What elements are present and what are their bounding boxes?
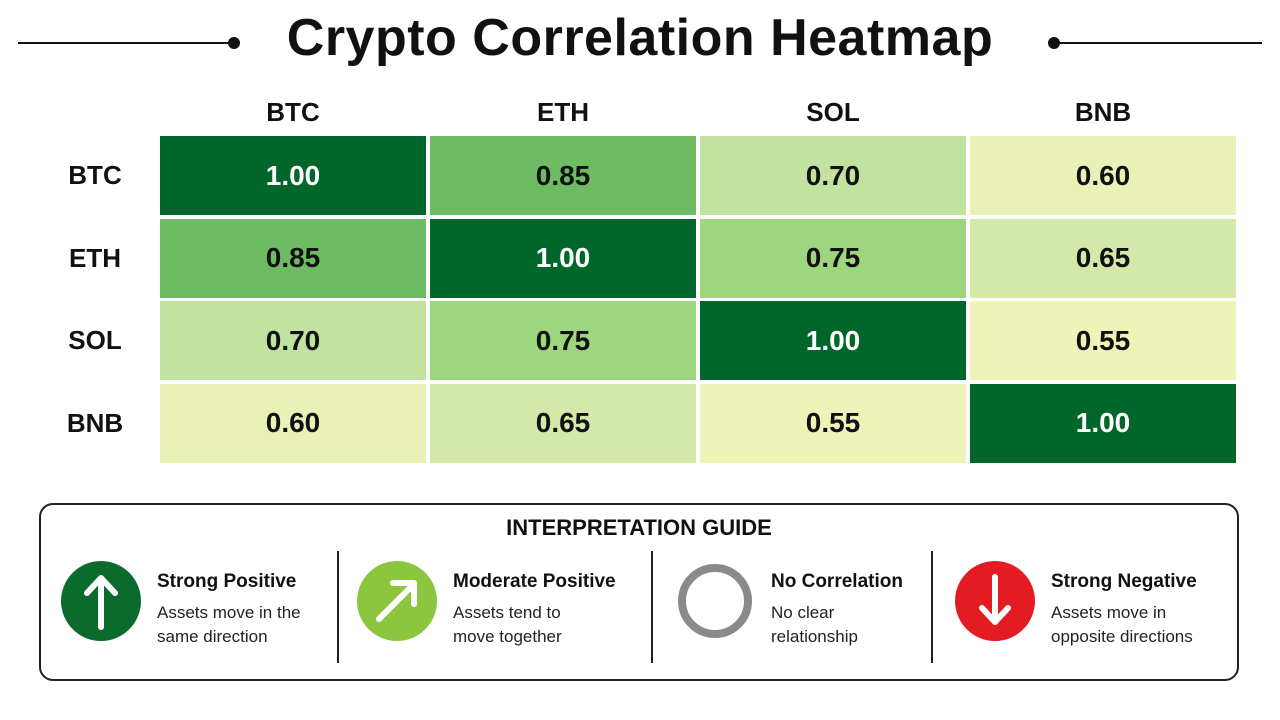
cell-value: 0.70	[805, 159, 861, 191]
arrow-up-right-icon	[357, 561, 437, 641]
guide-description: Assets tend to move together	[453, 601, 623, 649]
cell-value: 1.00	[265, 159, 321, 191]
guide-item-no-correlation: No Correlation No clear relationship	[675, 561, 925, 651]
guide-description-line: same direction	[157, 627, 268, 646]
guide-description-line: opposite directions	[1051, 627, 1193, 646]
ring-icon	[678, 564, 752, 638]
heatmap-cell: 1.00	[970, 383, 1236, 463]
heatmap-cell: 0.65	[430, 383, 696, 463]
column-header: BNB	[1074, 97, 1132, 127]
interpretation-guide: INTERPRETATION GUIDE Strong Positive Ass…	[39, 503, 1239, 681]
guide-item-strong-positive: Strong Positive Assets move in the same …	[61, 561, 331, 651]
title-rule-left	[18, 42, 230, 44]
guide-item-strong-negative: Strong Negative Assets move in opposite …	[955, 561, 1235, 651]
heatmap-cell: 0.55	[970, 301, 1236, 380]
guide-label: Moderate Positive	[453, 571, 616, 592]
heatmap-cell: 0.70	[160, 301, 426, 380]
guide-title: INTERPRETATION GUIDE	[506, 515, 772, 540]
guide-divider	[931, 551, 933, 663]
cell-value: 1.00	[805, 324, 861, 356]
heatmap-cell: 0.85	[160, 218, 426, 298]
guide-description: Assets move in the same direction	[157, 601, 327, 649]
title-dot-right	[1048, 37, 1060, 49]
heatmap-cell: 0.70	[700, 136, 966, 215]
heatmap-cell: 0.75	[430, 301, 696, 380]
guide-description-line: Assets move in	[1051, 603, 1167, 622]
cell-value: 0.60	[1075, 159, 1131, 191]
guide-label: No Correlation	[771, 571, 903, 592]
cell-value: 0.70	[265, 324, 321, 356]
cell-value: 0.75	[535, 324, 591, 356]
heatmap-cell: 0.65	[970, 218, 1236, 298]
title-rule-right	[1056, 42, 1262, 44]
cell-value: 0.65	[1075, 242, 1131, 273]
guide-divider	[337, 551, 339, 663]
arrow-down-icon	[955, 561, 1035, 641]
cell-value: 0.60	[265, 407, 321, 438]
row-header: BTC	[68, 160, 122, 190]
guide-description-line: No clear	[771, 603, 835, 622]
guide-label: Strong Negative	[1051, 571, 1197, 592]
heatmap-cell: 1.00	[430, 218, 696, 298]
guide-description-line: Assets tend to	[453, 603, 561, 622]
guide-description-line: Assets move in the	[157, 603, 301, 622]
heatmap-cell: 0.85	[430, 136, 696, 215]
column-header: ETH	[537, 97, 589, 127]
cell-value: 0.65	[535, 407, 591, 438]
title-dot-left	[228, 37, 240, 49]
column-header: BTC	[266, 97, 320, 127]
row-header: ETH	[69, 242, 121, 273]
cell-value: 0.55	[1075, 324, 1131, 356]
cell-value: 0.55	[805, 407, 861, 438]
cell-value: 0.85	[535, 159, 591, 191]
title-row: Crypto Correlation Heatmap	[0, 0, 1280, 84]
heatmap-cell: 0.60	[160, 383, 426, 463]
guide-item-moderate-positive: Moderate Positive Assets tend to move to…	[357, 561, 647, 651]
cell-value: 1.00	[535, 242, 591, 273]
guide-description: No clear relationship	[771, 601, 941, 649]
cell-value: 1.00	[1075, 407, 1131, 438]
row-header: BNB	[66, 407, 124, 438]
page-title: Crypto Correlation Heatmap	[286, 9, 994, 67]
cell-value: 0.75	[805, 242, 861, 273]
guide-description: Assets move in opposite directions	[1051, 601, 1221, 649]
heatmap-cell: 1.00	[160, 136, 426, 215]
column-header: SOL	[806, 97, 860, 127]
guide-label: Strong Positive	[157, 571, 297, 592]
guide-description-line: move together	[453, 627, 562, 646]
row-header: SOL	[68, 325, 122, 355]
guide-divider	[651, 551, 653, 663]
arrow-up-icon	[61, 561, 141, 641]
heatmap-cell: 0.60	[970, 136, 1236, 215]
heatmap-cell: 0.75	[700, 218, 966, 298]
heatmap-cell: 0.55	[700, 383, 966, 463]
cell-value: 0.85	[265, 242, 321, 273]
guide-description-line: relationship	[771, 627, 858, 646]
heatmap-cell: 1.00	[700, 301, 966, 380]
